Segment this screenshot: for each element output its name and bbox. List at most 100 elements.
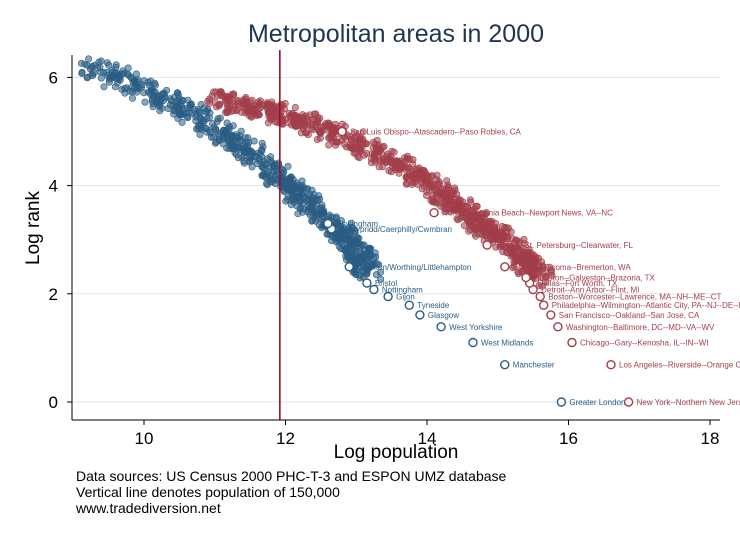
us-cloud-point (413, 165, 421, 173)
europe-cloud-point (148, 87, 156, 95)
us-cloud-point (496, 243, 504, 251)
us-labeled-point (521, 272, 531, 283)
europe-cloud-point (215, 133, 223, 141)
europe-cloud-point (176, 111, 184, 119)
us-point-label: Dallas--Fort Worth, TX (538, 279, 618, 288)
us-cloud-point (542, 278, 550, 286)
us-cloud-point (476, 225, 484, 233)
europe-cloud-point (85, 55, 93, 63)
us-cloud-point (230, 91, 238, 99)
europe-cloud-point (304, 196, 312, 204)
europe-cloud-point (160, 89, 168, 97)
x-tick-label: 18 (701, 429, 720, 448)
y-axis-label: Log rank (23, 191, 44, 265)
us-point-label: Los Angeles--Riverside--Orange County (619, 361, 740, 370)
us-point-label: Houston--Galveston--Brazoria, TX (534, 274, 655, 283)
us-cloud-point (373, 136, 381, 144)
europe-cloud-point (141, 98, 149, 106)
europe-cloud-point (347, 250, 355, 258)
us-cloud-point (370, 152, 378, 160)
us-cloud-point (395, 169, 403, 177)
europe-cloud-point (203, 115, 211, 123)
reference-line-note: Vertical line denotes population of 150,… (76, 484, 340, 500)
europe-cloud-point (352, 270, 360, 278)
us-cloud-point (499, 229, 507, 237)
us-cloud-point (346, 141, 354, 149)
europe-cloud-point (332, 238, 340, 246)
europe-cloud-point (318, 224, 326, 232)
us-labeled-point (546, 310, 556, 320)
us-cloud-point (312, 110, 320, 118)
us-cloud-point (467, 222, 475, 230)
us-cloud-point (264, 119, 272, 127)
us-cloud-point (537, 258, 545, 266)
us-point-label: Philadelphia--Wilmington--Atlantic City,… (552, 301, 740, 310)
us-point-label: New York--Northern New Jersey (637, 398, 740, 407)
us-cloud-point (487, 232, 495, 240)
us-labeled-point (337, 126, 347, 137)
europe-labeled-point (323, 218, 333, 229)
us-cloud-point (247, 113, 255, 121)
europe-cloud-point (78, 69, 86, 77)
us-cloud-point (546, 263, 554, 271)
us-cloud-point (519, 244, 527, 252)
us-cloud-point (338, 120, 346, 128)
metro-scatter-chart: Metropolitan areas in 2000 Greater Londo… (23, 20, 740, 463)
axes: 0 2 4 6 10 12 14 16 18 (49, 55, 720, 448)
x-tick-label: 10 (135, 429, 154, 448)
us-labeled-point (429, 207, 439, 218)
us-cloud-point (404, 165, 412, 173)
us-point-label: San Luis Obispo--Atascadero--Paso Robles… (350, 128, 521, 137)
europe-cloud-point (284, 162, 292, 170)
us-cloud-point (280, 105, 288, 113)
us-point-label: San Francisco--Oakland--San Jose, CA (559, 311, 700, 320)
us-cloud-point (465, 213, 473, 221)
us-cloud-point (249, 107, 257, 115)
europe-cloud-point (298, 182, 306, 190)
x-tick-label: 12 (276, 429, 295, 448)
europe-cloud-point (108, 73, 116, 81)
x-tick-label: 14 (418, 429, 437, 448)
europe-cloud-point (178, 118, 186, 126)
y-tick-label: 6 (49, 68, 58, 87)
europe-labeled-point (362, 278, 372, 288)
europe-cloud-point (238, 146, 246, 154)
europe-cloud-point (246, 147, 254, 155)
us-labeled-point (553, 322, 563, 332)
us-cloud-point (497, 236, 505, 244)
us-cloud-point (396, 157, 404, 165)
y-tick-label: 0 (49, 393, 58, 412)
europe-cloud-point (377, 268, 385, 276)
labeled-points: Greater London Manchester West Midlands Wes… (323, 126, 740, 407)
us-point-label: Norfolk--Virginia Beach--Newport News, V… (442, 209, 613, 218)
us-cloud-point (403, 155, 411, 163)
europe-point-label: Gijon (396, 293, 415, 302)
us-cloud-point (426, 186, 434, 194)
us-cloud-point (441, 208, 449, 216)
europe-cloud-point (250, 152, 258, 160)
us-cloud-point (424, 175, 432, 183)
us-cloud-point (482, 210, 490, 218)
us-cloud-point (359, 135, 367, 143)
us-cloud-point (233, 106, 241, 114)
europe-cloud-point (97, 57, 105, 65)
us-cloud-point (222, 108, 230, 116)
us-labeled-point (500, 262, 510, 272)
europe-cloud-point (263, 181, 271, 189)
us-cloud-point (256, 97, 264, 105)
us-cloud-point (433, 185, 441, 193)
us-cloud-point (215, 102, 223, 110)
europe-cloud-point (345, 243, 353, 251)
europe-cloud-point (184, 114, 192, 122)
europe-cloud-point (223, 119, 231, 127)
europe-cloud-point (293, 194, 301, 202)
europe-cloud-point (258, 172, 266, 180)
us-cloud-point (357, 147, 365, 155)
europe-cloud-point (91, 61, 99, 69)
europe-cloud-point (84, 73, 92, 81)
us-labeled-point (539, 300, 549, 310)
europe-labeled-point (344, 262, 354, 272)
us-cloud-point (204, 97, 212, 105)
us-cloud-point (532, 274, 540, 282)
us-labeled-point (535, 291, 545, 302)
